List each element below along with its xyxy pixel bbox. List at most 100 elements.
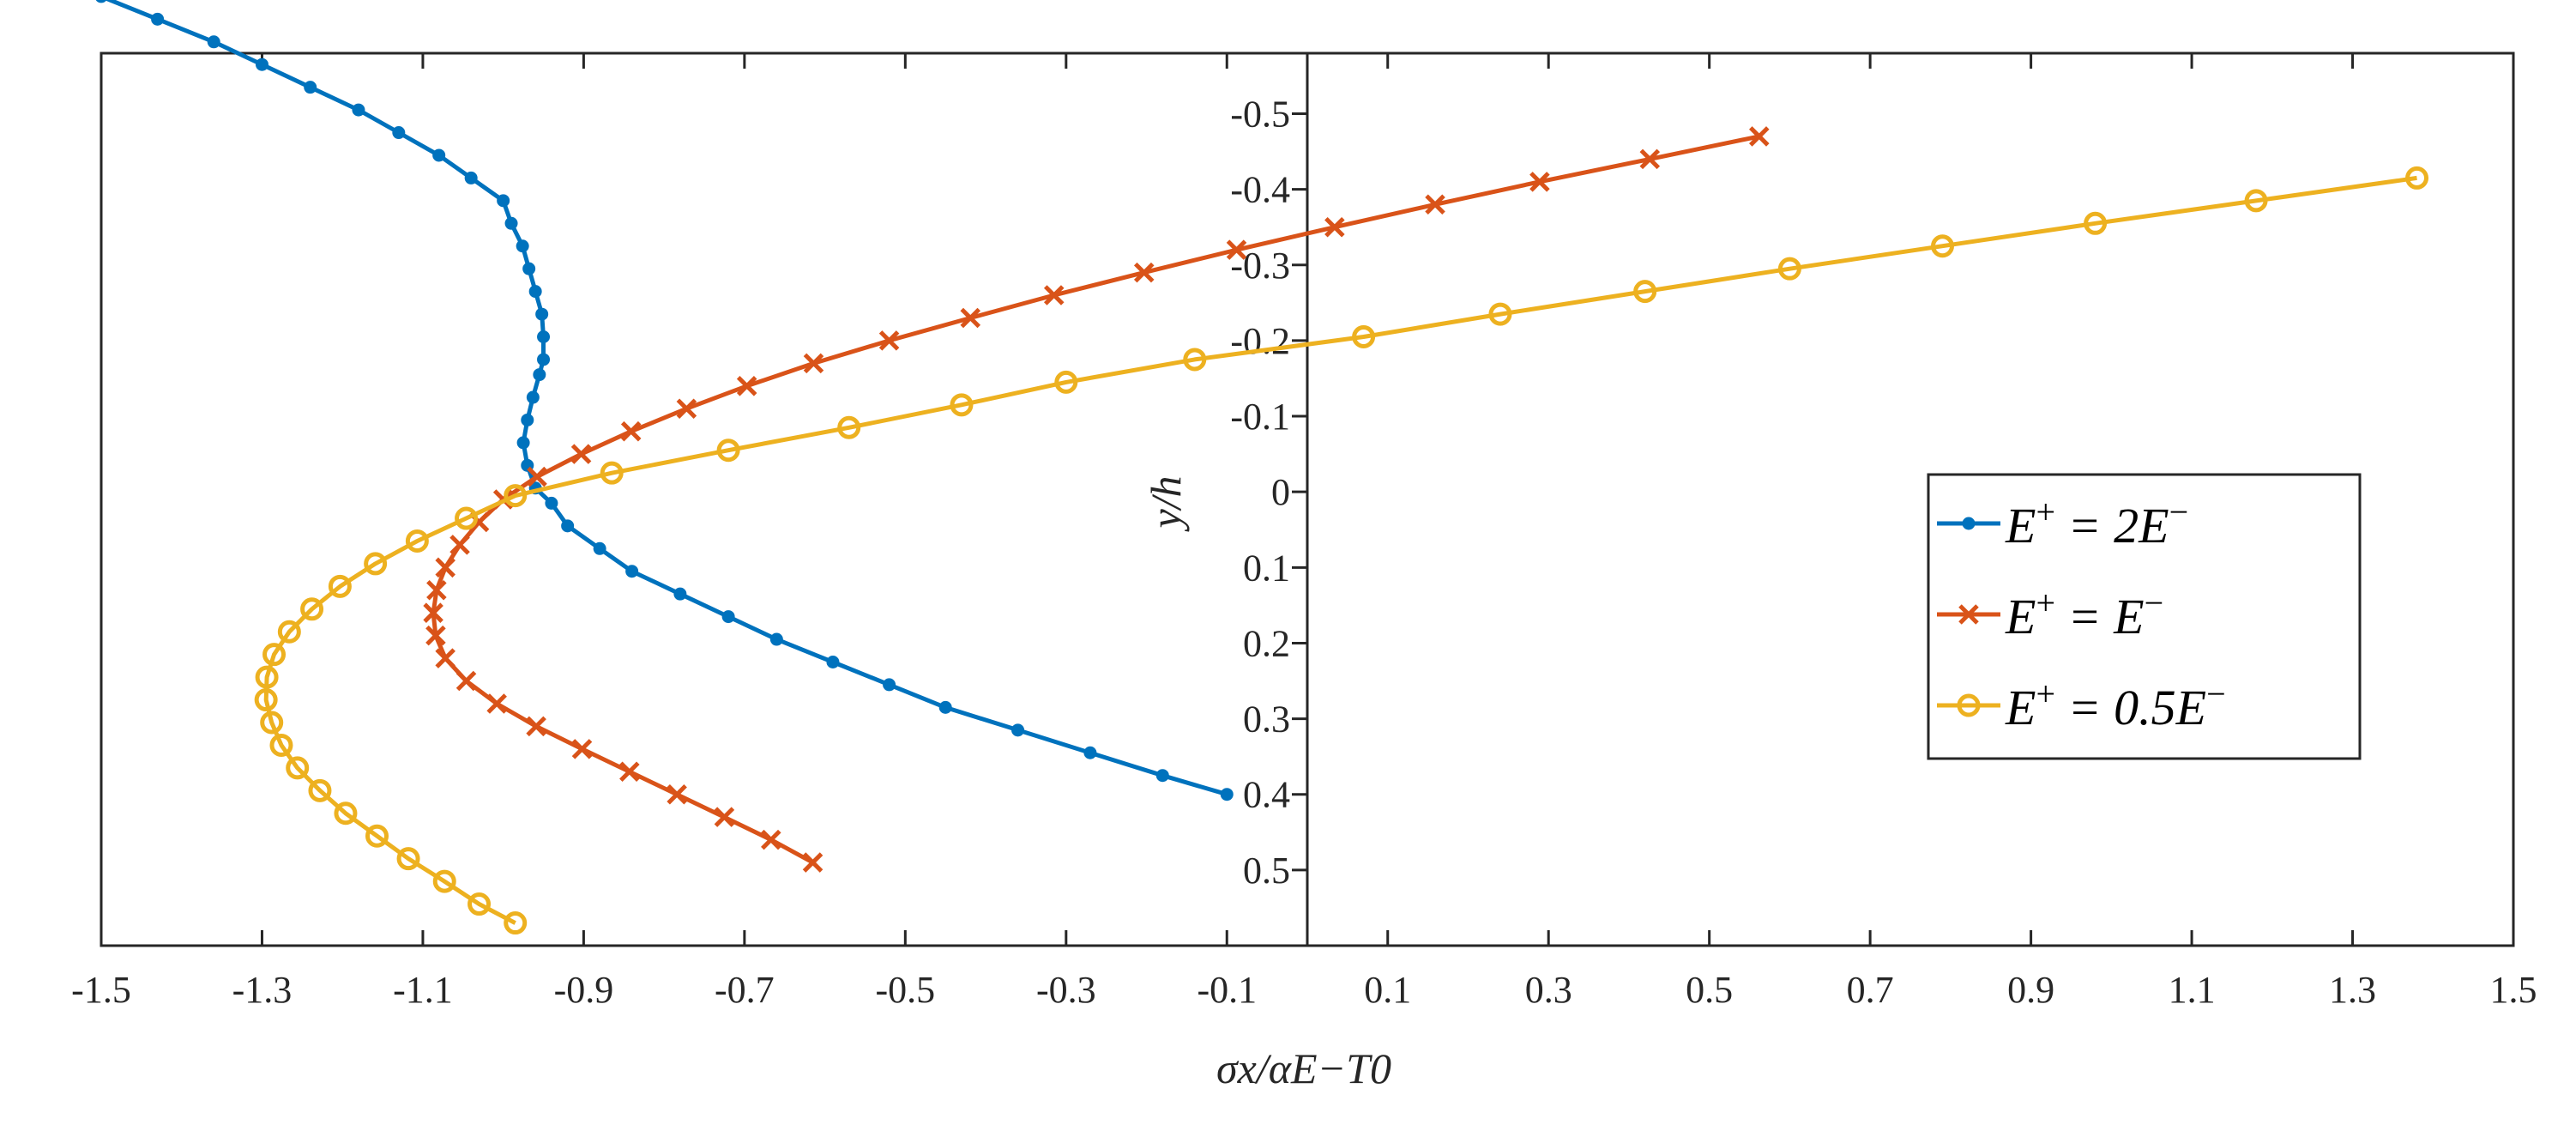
legend-text: E xyxy=(2005,680,2036,735)
data-point xyxy=(255,57,268,71)
data-point xyxy=(537,353,551,366)
legend-text: = 2E xyxy=(2055,498,2169,553)
data-point-stroke xyxy=(449,535,470,555)
x-tick-label: 1.3 xyxy=(2329,969,2376,1011)
data-point xyxy=(1777,257,1801,281)
data-point-stroke xyxy=(714,807,735,827)
series-1 xyxy=(95,0,1234,801)
data-point xyxy=(826,655,840,668)
data-point xyxy=(522,262,536,275)
series-3 xyxy=(254,166,2429,935)
legend-text: = E xyxy=(2055,589,2145,644)
data-point xyxy=(1226,239,1247,260)
data-point xyxy=(516,239,529,253)
data-point xyxy=(526,716,546,737)
y-tick-label: 0 xyxy=(1271,471,1290,513)
data-point-stroke xyxy=(526,716,546,737)
data-point xyxy=(1962,517,1976,530)
data-point xyxy=(721,610,735,624)
data-point-stroke xyxy=(435,557,455,578)
data-point xyxy=(521,413,534,426)
data-point-stroke xyxy=(571,739,593,759)
y-tick-label: -0.1 xyxy=(1230,396,1290,438)
series-layer xyxy=(95,0,2429,935)
data-point xyxy=(570,444,592,464)
data-point xyxy=(1043,285,1065,305)
data-point xyxy=(533,368,546,382)
legend-text: E xyxy=(2005,589,2036,644)
data-point xyxy=(151,12,165,26)
data-point xyxy=(455,506,479,530)
x-tick-label: -0.3 xyxy=(1036,969,1096,1011)
data-point-stroke xyxy=(435,648,455,668)
data-point xyxy=(1054,370,1078,394)
x-tick-label: -0.7 xyxy=(715,969,775,1011)
data-point-stroke xyxy=(667,783,687,805)
data-point xyxy=(426,579,447,601)
data-point xyxy=(254,688,278,712)
x-tick-label: 0.1 xyxy=(1364,969,1411,1011)
data-point xyxy=(262,643,287,667)
data-point xyxy=(286,756,310,780)
data-point-stroke xyxy=(1133,262,1155,283)
data-point xyxy=(528,285,542,299)
x-tick-label: 0.9 xyxy=(2007,969,2054,1011)
data-point xyxy=(2244,189,2268,213)
data-point xyxy=(516,436,530,450)
x-tick-label: -0.5 xyxy=(876,969,936,1011)
data-point xyxy=(334,801,358,826)
data-point xyxy=(535,307,549,321)
data-point xyxy=(504,484,528,508)
data-point xyxy=(423,602,443,623)
legend-superscript: − xyxy=(2145,584,2164,622)
x-tick-label: -0.9 xyxy=(554,969,614,1011)
legend: E+ = 2E−E+ = E−E+ = 0.5E− xyxy=(1927,473,2362,760)
legend-label: E+ = 2E− xyxy=(2005,493,2188,554)
data-point xyxy=(1749,126,1770,147)
data-point xyxy=(435,648,455,668)
data-point xyxy=(2084,211,2108,235)
data-point xyxy=(761,829,781,850)
data-point xyxy=(497,194,510,208)
data-point xyxy=(769,632,783,646)
data-point xyxy=(803,353,824,374)
data-point xyxy=(619,761,640,783)
data-point xyxy=(300,597,324,621)
data-point xyxy=(1930,234,1954,258)
data-point-stroke xyxy=(1958,604,1979,625)
data-point xyxy=(504,911,528,935)
data-point xyxy=(1957,693,1981,717)
data-point xyxy=(365,824,389,848)
data-point-stroke xyxy=(736,376,757,396)
legend-text: = 0.5E xyxy=(2055,680,2206,735)
data-point-stroke xyxy=(1324,216,1345,238)
data-point xyxy=(260,711,284,735)
data-point xyxy=(1352,325,1376,349)
data-point xyxy=(667,783,687,805)
data-point xyxy=(620,420,642,442)
data-point xyxy=(878,330,900,351)
legend-superscript: − xyxy=(2169,493,2189,531)
data-point xyxy=(405,529,429,553)
data-point xyxy=(392,126,406,140)
data-point xyxy=(938,700,952,714)
data-point xyxy=(304,81,317,94)
data-point xyxy=(455,670,477,692)
y-axis-label: y/h xyxy=(1142,475,1190,532)
data-point-stroke xyxy=(1749,126,1770,147)
data-point xyxy=(255,665,279,689)
data-point-stroke xyxy=(570,444,592,464)
data-point xyxy=(504,216,518,230)
data-point xyxy=(449,535,470,555)
data-point xyxy=(1425,194,1445,215)
y-tick-label: 0.4 xyxy=(1243,774,1290,816)
data-point xyxy=(950,393,974,417)
data-point xyxy=(537,330,551,344)
data-point-stroke xyxy=(676,398,697,420)
data-point xyxy=(1133,262,1155,283)
y-tick-label: 0.3 xyxy=(1243,699,1290,741)
data-point xyxy=(837,415,861,439)
data-point-stroke xyxy=(423,602,443,623)
legend-superscript: + xyxy=(2036,493,2055,531)
